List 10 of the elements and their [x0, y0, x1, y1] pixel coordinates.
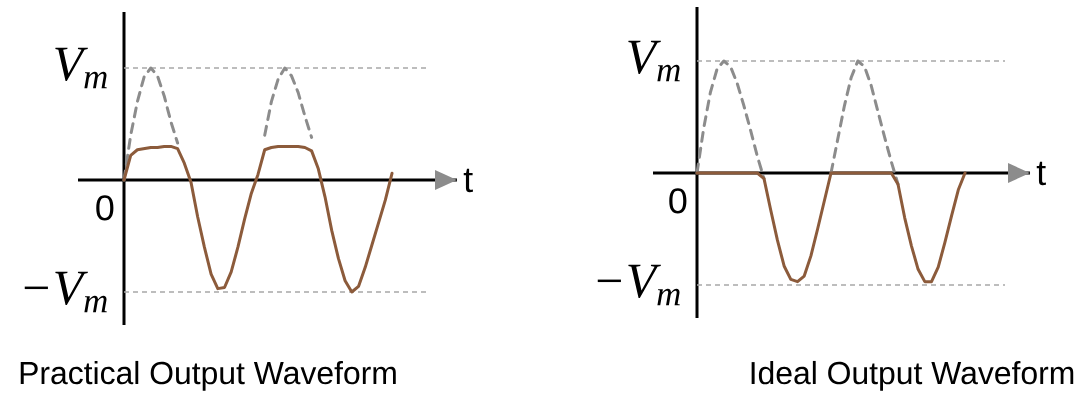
- x-axis-title: t: [463, 168, 473, 193]
- text: Practical Output Waveform: [20, 360, 396, 391]
- text: 0: [96, 195, 114, 221]
- ref-line-label: V$_{m}$: [55, 47, 107, 89]
- ref-line-label: −V$_{m}$: [597, 264, 680, 306]
- ref-line-label: −V$_{m}$: [24, 271, 107, 313]
- text: Ideal Output Waveform: [751, 360, 1074, 391]
- x-axis-title: t: [1036, 161, 1046, 186]
- ref-line-label: V$_{m}$: [628, 40, 680, 82]
- text: 0: [669, 188, 687, 214]
